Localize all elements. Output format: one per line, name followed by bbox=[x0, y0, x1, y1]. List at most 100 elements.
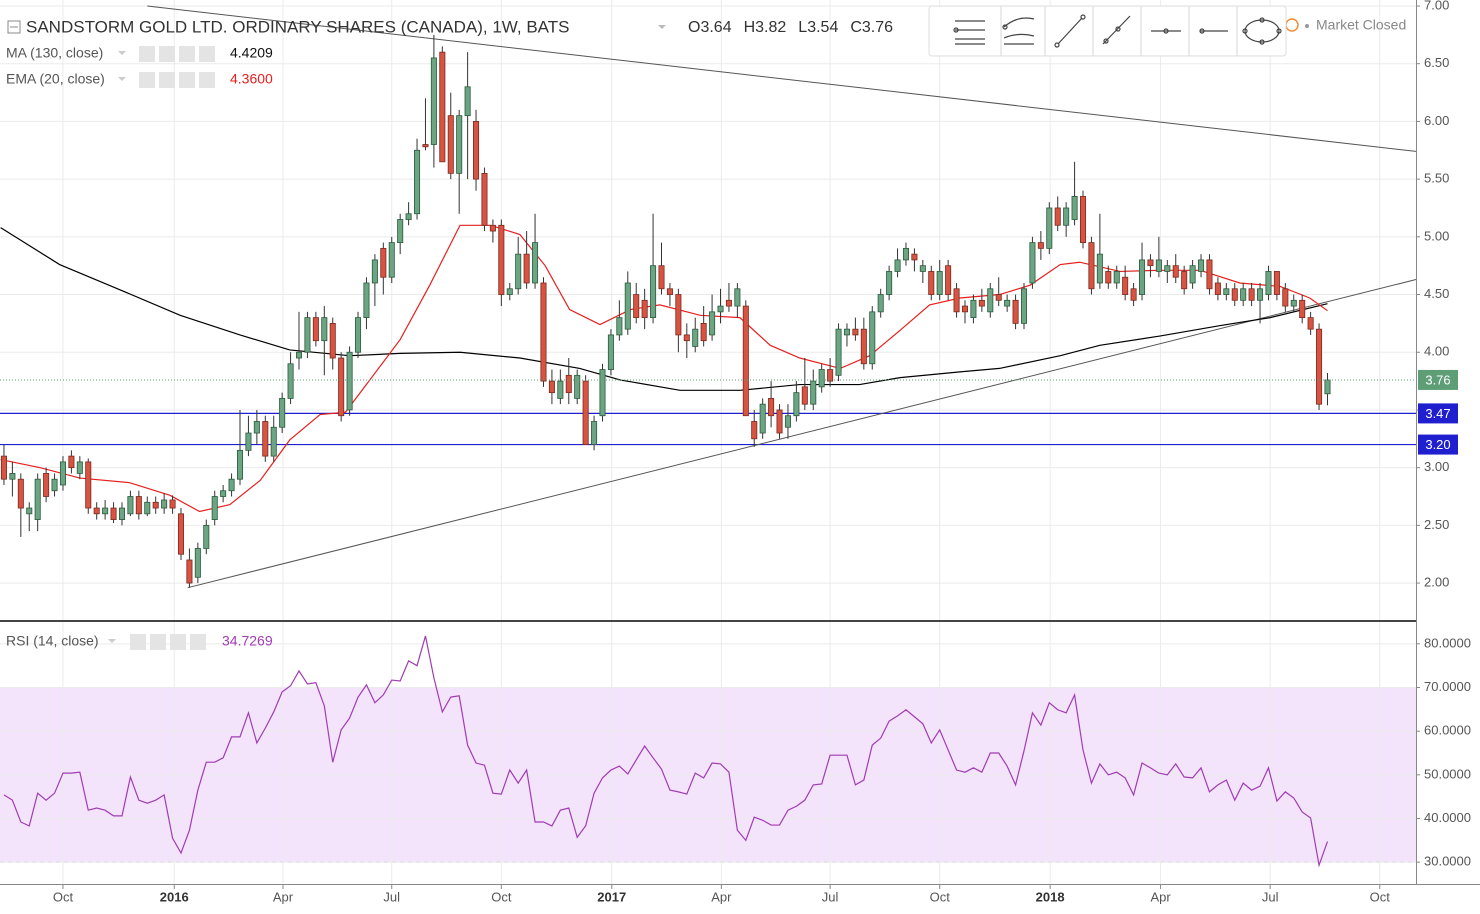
ma-legend: MA (130, close) bbox=[6, 45, 103, 61]
candle-body bbox=[582, 380, 589, 445]
candle-body bbox=[68, 455, 75, 469]
candle-body bbox=[1240, 288, 1247, 301]
candle-body bbox=[936, 271, 943, 295]
candle-body bbox=[801, 386, 808, 405]
tool-ray[interactable] bbox=[1102, 15, 1131, 45]
settings-button[interactable] bbox=[159, 46, 175, 62]
candle-body bbox=[692, 328, 699, 347]
candle-body bbox=[869, 311, 876, 365]
candle-body bbox=[843, 328, 850, 336]
open-label: O bbox=[688, 19, 700, 36]
candle-body bbox=[1316, 328, 1323, 405]
candle-body bbox=[1265, 271, 1272, 295]
ema-legend: EMA (20, close) bbox=[6, 71, 105, 87]
visibility-button[interactable] bbox=[139, 72, 155, 88]
candle-body bbox=[565, 374, 572, 394]
candle-body bbox=[0, 455, 7, 480]
trend-line bbox=[147, 5, 1417, 152]
candle-body bbox=[793, 392, 800, 417]
candle-body bbox=[1214, 282, 1221, 295]
candle-body bbox=[827, 369, 834, 382]
candle-body bbox=[1004, 299, 1011, 307]
candle-body bbox=[118, 507, 125, 520]
candle-body bbox=[1020, 288, 1028, 324]
candle-body bbox=[321, 317, 328, 342]
collapse-button[interactable] bbox=[7, 20, 21, 34]
candle-body bbox=[262, 421, 269, 457]
rsi-legend-buttons bbox=[130, 634, 206, 650]
remove-button[interactable] bbox=[199, 46, 215, 62]
candle-body bbox=[1223, 288, 1230, 295]
candle-body bbox=[1206, 259, 1213, 290]
tool-trend-line[interactable] bbox=[1054, 14, 1086, 48]
candle-body bbox=[405, 213, 412, 220]
legend-dropdown[interactable] bbox=[118, 51, 126, 55]
add-button[interactable] bbox=[179, 46, 195, 62]
tool-horizontal-line[interactable] bbox=[1199, 28, 1228, 34]
candle-body bbox=[860, 328, 867, 365]
remove-button[interactable] bbox=[190, 634, 206, 650]
visibility-button[interactable] bbox=[139, 46, 155, 62]
status-icon bbox=[1285, 18, 1299, 32]
legend-dropdown[interactable] bbox=[108, 639, 116, 643]
candle-body bbox=[194, 548, 201, 578]
candle-body bbox=[287, 363, 294, 399]
candle-body bbox=[1290, 299, 1297, 307]
add-button[interactable] bbox=[170, 634, 186, 650]
x-tick-label: 2016 bbox=[160, 889, 189, 904]
settings-button[interactable] bbox=[150, 634, 166, 650]
candle-body bbox=[515, 253, 522, 290]
title-dropdown[interactable] bbox=[658, 25, 666, 29]
level-label-box bbox=[1418, 434, 1458, 455]
candle-body bbox=[1299, 299, 1306, 319]
legend-dropdown[interactable] bbox=[118, 77, 126, 81]
tool-horizontal-lines[interactable] bbox=[944, 12, 988, 50]
candle-body bbox=[110, 507, 117, 520]
tool-ellipse[interactable] bbox=[1242, 17, 1282, 45]
candle-body bbox=[599, 369, 606, 417]
remove-button[interactable] bbox=[199, 72, 215, 88]
candle-body bbox=[329, 322, 336, 359]
x-tick-label: 2017 bbox=[597, 889, 626, 904]
open-value: 3.64 bbox=[700, 19, 731, 36]
candle-body bbox=[1155, 259, 1162, 272]
candle-body bbox=[43, 473, 50, 497]
level-label: 3.20 bbox=[1425, 437, 1450, 452]
candle-body bbox=[591, 421, 598, 445]
candle-body bbox=[464, 86, 471, 117]
y-tick-label: 5.00 bbox=[1424, 228, 1449, 243]
candle-body bbox=[666, 288, 673, 295]
candle-body bbox=[363, 282, 370, 319]
candle-body bbox=[380, 247, 387, 278]
background-layer: 2.002.503.003.504.004.505.005.506.006.50… bbox=[0, 0, 1471, 889]
candle-body bbox=[784, 415, 791, 428]
candle-body bbox=[742, 305, 749, 417]
candle-body bbox=[447, 115, 454, 174]
candle-body bbox=[717, 305, 724, 313]
candle-body bbox=[928, 271, 935, 295]
candle-body bbox=[1105, 271, 1112, 284]
candle-body bbox=[127, 496, 134, 515]
tool-curves[interactable] bbox=[1002, 17, 1035, 45]
last-price-box bbox=[1418, 369, 1458, 390]
add-button[interactable] bbox=[179, 72, 195, 88]
candle-body bbox=[709, 311, 716, 336]
candle-body bbox=[135, 496, 142, 515]
candle-body bbox=[919, 265, 926, 272]
candle-body bbox=[1231, 288, 1238, 301]
candle-body bbox=[228, 478, 235, 492]
candle-body bbox=[169, 499, 176, 509]
tool-horizontal-ray[interactable] bbox=[1151, 28, 1181, 34]
x-tick-label: Oct bbox=[491, 889, 512, 904]
candle-body bbox=[1248, 288, 1255, 301]
candle-body bbox=[1147, 259, 1154, 267]
settings-button[interactable] bbox=[159, 72, 175, 88]
candle-body bbox=[1113, 271, 1120, 284]
visibility-button[interactable] bbox=[130, 634, 146, 650]
candle-body bbox=[1079, 196, 1087, 243]
candle-body bbox=[1172, 265, 1179, 278]
candle-body bbox=[1181, 271, 1188, 290]
high-label: H bbox=[744, 19, 756, 36]
candle-body bbox=[1071, 196, 1078, 220]
